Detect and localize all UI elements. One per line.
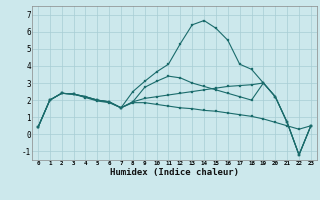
X-axis label: Humidex (Indice chaleur): Humidex (Indice chaleur) <box>110 168 239 177</box>
